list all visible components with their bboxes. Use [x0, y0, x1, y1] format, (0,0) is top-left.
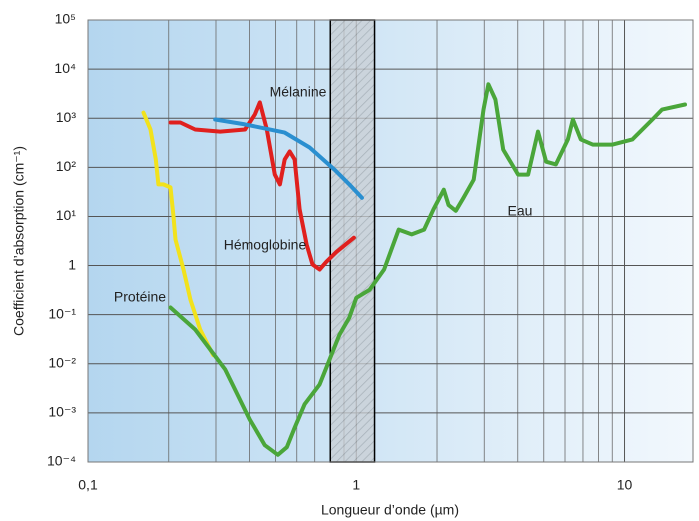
y-tick-label: 10⁴: [54, 60, 76, 76]
series-label: Hémoglobine: [224, 237, 307, 253]
y-tick-label: 10⁻³: [48, 404, 76, 420]
series-line: [141, 110, 216, 358]
y-tick-label: 10²: [56, 158, 77, 174]
plot-frame: [87, 19, 694, 463]
series-line: [168, 100, 356, 272]
y-tick-label: 10¹: [56, 207, 77, 223]
y-tick-label: 10⁵: [55, 11, 76, 27]
y-tick-label: 10³: [56, 109, 77, 125]
series-line: [213, 117, 364, 200]
y-axis-label: Coefficient d’absorption (cm⁻¹): [11, 146, 27, 336]
series-label: Eau: [508, 203, 533, 219]
y-tick-label: 10⁻¹: [48, 305, 76, 321]
y-tick-label: 1: [68, 256, 76, 272]
x-tick-label: 10: [617, 477, 633, 493]
y-tick-label: 10⁻⁴: [47, 453, 76, 469]
x-axis-label: Longueur d’onde (µm): [321, 502, 459, 518]
series-label: Protéine: [114, 289, 166, 305]
series-line: [168, 82, 687, 457]
series-label: Mélanine: [270, 84, 327, 100]
plot-background: [88, 20, 693, 462]
x-tick-label: 1: [352, 477, 360, 493]
x-tick-label: 0,1: [78, 477, 98, 493]
y-tick-label: 10⁻²: [48, 354, 76, 370]
